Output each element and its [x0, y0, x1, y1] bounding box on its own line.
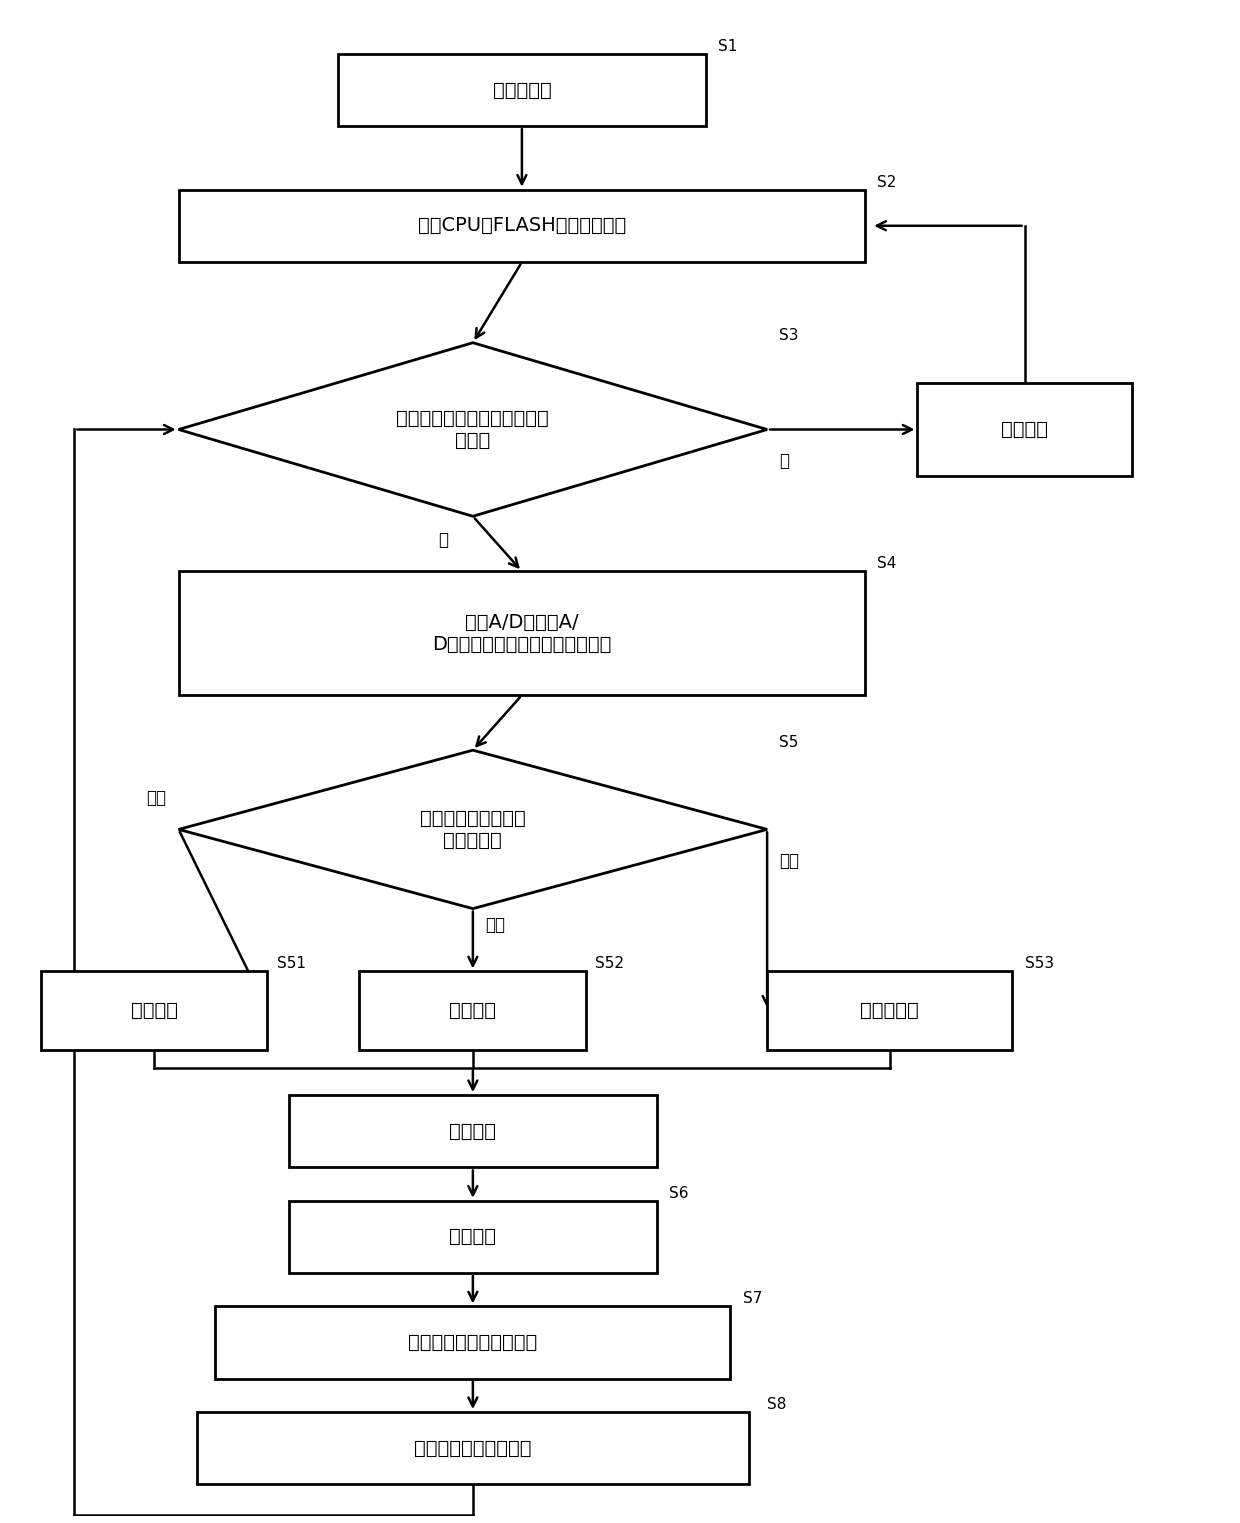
- Text: 合闸处理: 合闸处理: [449, 1228, 496, 1246]
- Text: 等待校准: 等待校准: [1001, 420, 1048, 439]
- Text: 键值处理: 键值处理: [449, 1122, 496, 1141]
- Text: S5: S5: [780, 736, 799, 751]
- FancyBboxPatch shape: [360, 972, 587, 1049]
- FancyBboxPatch shape: [179, 189, 866, 262]
- Text: 小于: 小于: [146, 789, 166, 807]
- FancyBboxPatch shape: [339, 53, 706, 126]
- Text: 符合: 符合: [780, 851, 800, 870]
- Text: 初始化操作: 初始化操作: [492, 81, 552, 99]
- FancyBboxPatch shape: [768, 972, 1012, 1049]
- FancyBboxPatch shape: [197, 1412, 749, 1485]
- Text: 点亮储能灯: 点亮储能灯: [861, 1001, 919, 1020]
- FancyBboxPatch shape: [289, 1200, 657, 1273]
- Text: 大于: 大于: [485, 917, 505, 934]
- Text: 否: 否: [780, 452, 790, 471]
- Text: S7: S7: [743, 1292, 763, 1307]
- Text: 刷新液晶和指示灯显示: 刷新液晶和指示灯显示: [414, 1439, 532, 1458]
- FancyBboxPatch shape: [216, 1307, 730, 1378]
- Text: 判断电容器电压是否
在设定范围: 判断电容器电压是否 在设定范围: [420, 809, 526, 850]
- Text: S53: S53: [1024, 956, 1054, 972]
- Text: S4: S4: [878, 556, 897, 571]
- Text: 读取CPU的FLASH中的校准系数: 读取CPU的FLASH中的校准系数: [418, 216, 626, 235]
- Text: S3: S3: [780, 327, 799, 343]
- Text: 获取A/D值，将A/
D值转换为实际铝电解电容器电压: 获取A/D值，将A/ D值转换为实际铝电解电容器电压: [433, 612, 611, 653]
- FancyBboxPatch shape: [41, 972, 268, 1049]
- Text: 开启放电: 开启放电: [449, 1001, 496, 1020]
- Text: 开启充电: 开启充电: [130, 1001, 177, 1020]
- Text: S8: S8: [768, 1397, 786, 1412]
- FancyBboxPatch shape: [289, 1095, 657, 1168]
- Text: 判断实时的校准系数是否在理
论范围: 判断实时的校准系数是否在理 论范围: [397, 410, 549, 449]
- Text: S6: S6: [670, 1185, 688, 1200]
- Polygon shape: [179, 751, 768, 909]
- FancyBboxPatch shape: [918, 382, 1132, 477]
- Text: 读取电源管理模块的数据: 读取电源管理模块的数据: [408, 1333, 537, 1352]
- Polygon shape: [179, 343, 768, 516]
- Text: S51: S51: [277, 956, 306, 972]
- Text: 是: 是: [439, 532, 449, 550]
- Text: S2: S2: [878, 175, 897, 189]
- Text: S1: S1: [718, 38, 738, 53]
- Text: S52: S52: [595, 956, 625, 972]
- FancyBboxPatch shape: [179, 571, 866, 694]
